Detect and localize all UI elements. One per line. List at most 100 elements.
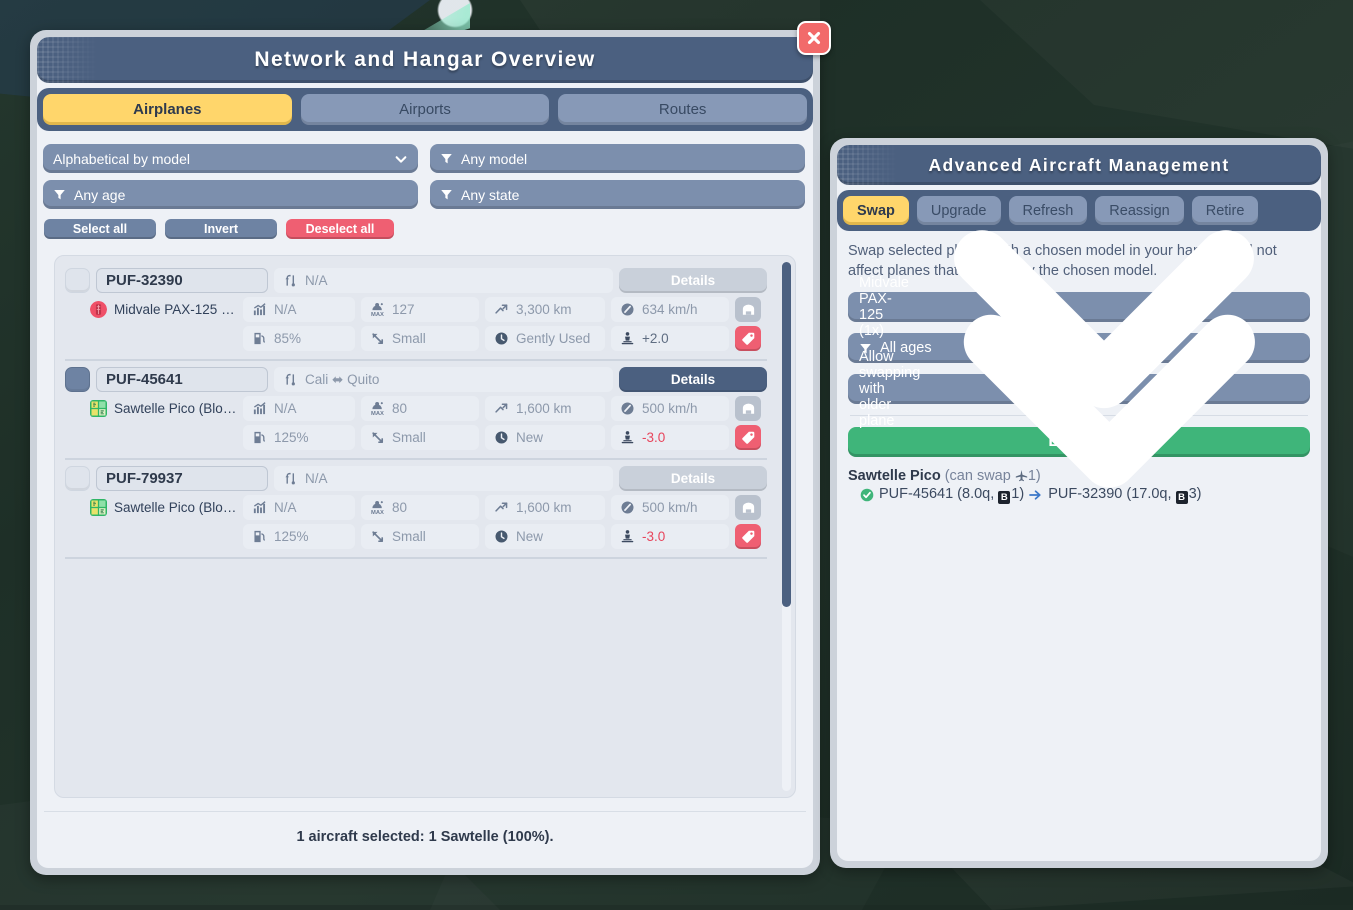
hangar-icon[interactable] bbox=[735, 396, 761, 421]
advanced-aircraft-management-window: Advanced Aircraft Management Swap Upgrad… bbox=[830, 138, 1328, 868]
swap-group-name: Sawtelle Pico bbox=[848, 468, 941, 485]
plane-list-scrollbar[interactable] bbox=[782, 262, 791, 791]
svg-text:MAX: MAX bbox=[371, 312, 384, 317]
plane-registration[interactable]: PUF-32390 bbox=[96, 268, 268, 293]
plane-size-value: Small bbox=[392, 430, 426, 445]
tag-glyph bbox=[741, 431, 754, 444]
plane-range: 3,300 km bbox=[485, 297, 605, 322]
window-titlebar: Network and Hangar Overview bbox=[37, 37, 813, 83]
invert-button[interactable]: Invert bbox=[165, 219, 277, 239]
plane-route-text: N/A bbox=[305, 273, 328, 288]
plane-range-value: 1,600 km bbox=[516, 500, 572, 515]
funnel-icon bbox=[54, 190, 65, 200]
sort-select[interactable]: Alphabetical by model bbox=[43, 144, 418, 173]
plane-card-stats-row-2: 85% Small Gently Used +2.0 bbox=[65, 326, 767, 351]
sort-select-value: Alphabetical by model bbox=[53, 150, 190, 167]
swap-policy-value: Allow swapping with older plane bbox=[859, 349, 921, 430]
tag-icon[interactable] bbox=[735, 326, 761, 351]
clock-icon bbox=[495, 530, 508, 543]
plane-size-value: Small bbox=[392, 331, 426, 346]
seat-icon bbox=[621, 332, 634, 345]
plane-select-checkbox[interactable] bbox=[65, 367, 90, 392]
chart-icon bbox=[253, 303, 266, 316]
swap-model-value: Midvale PAX-125 (1x) bbox=[859, 275, 909, 340]
deselect-all-button[interactable]: Deselect all bbox=[286, 219, 394, 239]
hangar-icon[interactable] bbox=[735, 495, 761, 520]
plane-range: 1,600 km bbox=[485, 495, 605, 520]
plane-details-button[interactable]: Details bbox=[619, 367, 767, 392]
tag-glyph bbox=[741, 530, 754, 543]
chevron-down-icon bbox=[964, 314, 1256, 488]
plane-details-button[interactable]: Details bbox=[619, 466, 767, 491]
age-filter[interactable]: Any age bbox=[43, 180, 418, 209]
plane-size: Small bbox=[361, 425, 479, 450]
plane-registration[interactable]: PUF-45641 bbox=[96, 367, 268, 392]
plane-route-text: N/A bbox=[305, 471, 328, 486]
aam-tab-upgrade[interactable]: Upgrade bbox=[916, 196, 1001, 225]
plane-condition-value: Gently Used bbox=[516, 331, 591, 346]
plane-speed: 500 km/h bbox=[611, 495, 729, 520]
plane-card: PUF-79937 N/A Details Sawtelle Pico (Block … bbox=[65, 460, 767, 559]
tab-airports[interactable]: Airports bbox=[300, 94, 550, 125]
plane-rating-value: -3.0 bbox=[642, 529, 666, 544]
swap-to-plane: PUF-32390 (17.0q, B 3) bbox=[1048, 486, 1202, 505]
plane-model: Midvale PAX-125 (Bloc... bbox=[65, 301, 237, 318]
aam-body: Swap selected planes with a chosen model… bbox=[837, 230, 1321, 505]
swap-preview: Sawtelle Pico (can swap 1) PUF-45641 (8.0… bbox=[848, 468, 1310, 505]
main-tabbar: Airplanes Airports Routes bbox=[37, 88, 813, 131]
plane-select-checkbox[interactable] bbox=[65, 466, 90, 491]
state-filter[interactable]: Any state bbox=[430, 180, 805, 209]
aam-tab-swap[interactable]: Swap bbox=[843, 196, 909, 225]
tag-icon[interactable] bbox=[735, 425, 761, 450]
aam-tabbar: Swap Upgrade Refresh Reassign Retire bbox=[837, 190, 1321, 231]
plane-model: Sawtelle Pico (Block 1) bbox=[65, 499, 237, 516]
plane-select-checkbox[interactable] bbox=[65, 268, 90, 293]
aircraft-model-icon bbox=[90, 400, 107, 417]
plane-utilization-value: N/A bbox=[274, 401, 297, 416]
plane-condition-value: New bbox=[516, 529, 544, 544]
swap-group-header: Sawtelle Pico (can swap 1) bbox=[848, 468, 1310, 484]
plane-speed: 634 km/h bbox=[611, 297, 729, 322]
model-filter[interactable]: Any model bbox=[430, 144, 805, 173]
swap-policy-select[interactable]: Allow swapping with older plane bbox=[848, 314, 1310, 488]
plane-details-button[interactable]: Details bbox=[619, 268, 767, 293]
select-all-button[interactable]: Select all bbox=[44, 219, 156, 239]
tag-icon[interactable] bbox=[735, 524, 761, 549]
tab-routes[interactable]: Routes bbox=[558, 94, 808, 125]
state-filter-value: Any state bbox=[461, 186, 520, 203]
scrollbar-thumb[interactable] bbox=[782, 262, 791, 607]
plane-route: N/A bbox=[274, 466, 613, 491]
tab-airplanes[interactable]: Airplanes bbox=[43, 94, 292, 125]
aam-tab-reassign[interactable]: Reassign bbox=[1095, 196, 1184, 225]
clock-icon bbox=[495, 431, 508, 444]
plane-range-value: 1,600 km bbox=[516, 401, 572, 416]
plane-size-value: Small bbox=[392, 529, 426, 544]
route-icon bbox=[285, 274, 295, 287]
route-icon bbox=[285, 373, 295, 386]
max-passengers-icon: MAX bbox=[371, 302, 384, 317]
plane-capacity-value: 127 bbox=[392, 302, 415, 317]
plane-utilization: N/A bbox=[243, 297, 355, 322]
speedometer-icon bbox=[621, 303, 634, 316]
plane-icon bbox=[1015, 470, 1028, 482]
plane-fuel: 125% bbox=[243, 524, 355, 549]
plane-card: PUF-32390 N/A Details Midvale PAX-125 (Bloc… bbox=[65, 262, 767, 361]
funnel-icon bbox=[441, 154, 452, 164]
plane-rating: +2.0 bbox=[611, 326, 729, 351]
aircraft-model-icon bbox=[90, 499, 107, 516]
plane-registration[interactable]: PUF-79937 bbox=[96, 466, 268, 491]
close-icon[interactable] bbox=[797, 21, 831, 55]
chevron-down-icon bbox=[954, 230, 1254, 409]
aam-window-inner: Advanced Aircraft Management Swap Upgrad… bbox=[837, 145, 1321, 861]
seat-icon bbox=[621, 530, 634, 543]
plane-card: PUF-45641 Cali ⬌ Quito Details Sawtelle Pic… bbox=[65, 361, 767, 460]
plane-route-text: Cali ⬌ Quito bbox=[305, 371, 380, 387]
aam-tab-retire[interactable]: Retire bbox=[1191, 196, 1259, 225]
plane-capacity: MAX 80 bbox=[361, 495, 479, 520]
aam-titlebar: Advanced Aircraft Management bbox=[837, 145, 1321, 185]
aam-tab-refresh[interactable]: Refresh bbox=[1008, 196, 1088, 225]
fuel-pump-icon bbox=[254, 332, 265, 345]
hangar-icon[interactable] bbox=[735, 297, 761, 322]
plane-speed-value: 500 km/h bbox=[642, 500, 698, 515]
